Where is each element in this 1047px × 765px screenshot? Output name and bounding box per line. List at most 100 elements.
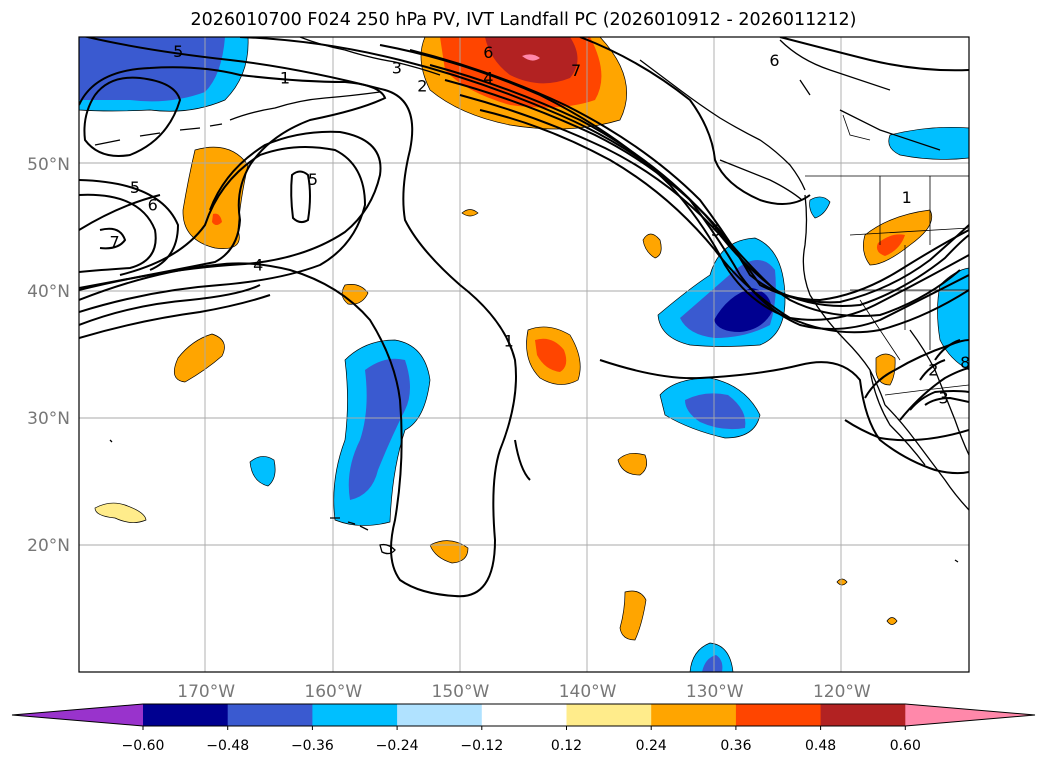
colorbar-extend-high	[905, 704, 1035, 726]
longitude-label: 160°W	[304, 682, 362, 702]
pv-shade-south-edge-core	[702, 655, 723, 672]
contour-se-1	[844, 419, 969, 442]
contour-east-2	[864, 339, 969, 399]
colorbar-swatch	[735, 704, 822, 726]
longitude-label: 170°W	[177, 682, 235, 702]
colorbar-tick-label: −0.48	[206, 738, 249, 754]
contour-jet-outer	[79, 37, 811, 231]
border-alaska-canada	[842, 114, 871, 141]
contour-line-1	[79, 37, 517, 598]
contour-line-9	[79, 76, 182, 271]
coast-gulf-california	[909, 329, 969, 456]
contour-label: 3	[392, 58, 402, 77]
pv-shade-dateline-south	[173, 333, 225, 383]
pv-shade-dot-1	[461, 209, 479, 217]
latitude-label: 20°N	[27, 536, 70, 556]
contour-label: 7	[110, 232, 120, 251]
colorbar-swatch	[566, 704, 652, 726]
colorbar-tick-label: −0.60	[122, 738, 165, 754]
contour-label: 2	[928, 361, 938, 380]
border-us-mexico	[884, 384, 969, 396]
contour-line-7	[79, 294, 271, 339]
pv-shade-south-hawaii	[429, 540, 469, 564]
colorbar-tick-label: −0.24	[376, 738, 419, 754]
ivt-pc-contours	[79, 37, 969, 598]
map-frame	[78, 36, 970, 673]
latitude-label: 40°N	[27, 282, 70, 302]
contour-east-4	[909, 390, 969, 411]
contour-east-5	[924, 396, 969, 406]
border-states	[849, 176, 969, 361]
contour-label: 6	[769, 51, 779, 70]
colorbar	[11, 703, 1036, 727]
contour-east-3	[899, 367, 969, 421]
graticule	[79, 37, 969, 672]
contour-label: 1	[902, 188, 912, 207]
colorbar-swatch	[397, 704, 483, 726]
pv-shade-california-core	[714, 288, 772, 332]
latitude-label: 30°N	[27, 409, 70, 429]
contour-line-2	[79, 66, 387, 289]
pv-shade-bering-core	[79, 37, 225, 102]
pv-shade-nw-coast	[809, 196, 831, 219]
pv-shade-tiny-2	[886, 617, 898, 625]
colorbar-labels: −0.60 −0.48 −0.36 −0.24 −0.12 0.12 0.24 0.36 0.4…	[122, 726, 921, 754]
colorbar-tick-label: 0.48	[805, 738, 836, 754]
coastlines	[94, 37, 969, 563]
contour-label: 3	[938, 389, 948, 408]
longitude-label: 140°W	[559, 682, 617, 702]
colorbar-tick-label: 0.24	[636, 738, 667, 754]
latitude-labels: 20°N 30°N 40°N 50°N	[27, 155, 70, 556]
contour-label: 2	[417, 76, 427, 95]
contour-label: 4	[253, 255, 263, 274]
contour-label: 5	[173, 42, 183, 61]
colorbar-tick-label: −0.12	[460, 738, 503, 754]
coast-canada-north	[779, 39, 941, 151]
contour-label: 1	[504, 332, 514, 351]
colorbar-tick-label: 0.12	[551, 738, 582, 754]
contour-line-5	[79, 146, 367, 313]
longitude-label: 150°W	[432, 682, 490, 702]
pv-shade-nevada-core	[876, 234, 905, 256]
pv-shade-central-core	[535, 338, 567, 372]
coast-vancouver	[719, 159, 803, 201]
colorbar-extend-low	[12, 704, 143, 726]
longitude-label: 130°W	[686, 682, 744, 702]
contour-line-8	[79, 193, 157, 273]
longitude-labels: 170°W 160°W 150°W 140°W 130°W 120°W	[177, 682, 871, 702]
pv-shade-montana	[888, 126, 969, 160]
colorbar-swatch	[481, 704, 567, 726]
coast-aleutians	[94, 123, 223, 146]
colorbar-swatch	[227, 704, 313, 726]
contour-label: 7	[571, 61, 581, 80]
colorbar-swatch	[651, 704, 737, 726]
pv-shade-south-pole	[619, 590, 647, 641]
political-borders	[805, 114, 969, 396]
pv-shade-dot-2	[642, 233, 662, 259]
pv-shade-west-pacific-core	[212, 213, 222, 225]
colorbar-tick-label: 0.36	[720, 738, 751, 754]
pv-shade-offshore-core	[685, 393, 746, 430]
contour-east-1	[514, 359, 969, 481]
contour-label: 8	[960, 353, 970, 372]
contour-label: 5	[130, 178, 140, 197]
contour-label: 1	[280, 69, 290, 88]
pv-shade-tiny-1	[836, 578, 848, 586]
coast-alaska-pan	[639, 59, 806, 191]
pv-shade-alaska-gulf-peak	[522, 54, 540, 61]
pv-shade-far-sw	[94, 502, 147, 523]
contour-jet-4	[429, 64, 969, 304]
pv-shade-south-central	[617, 453, 647, 476]
pv-shade-hawaii-trough-core	[348, 358, 410, 500]
colorbar-tick-label: 0.60	[890, 738, 921, 754]
contour-jet-7	[479, 109, 969, 334]
contour-jet-2	[379, 44, 969, 321]
pv-negative-shading	[79, 37, 969, 672]
contour-label: 6	[148, 196, 158, 215]
contour-label: 5	[308, 170, 318, 189]
contour-east-6	[919, 339, 961, 381]
contour-line-3	[79, 130, 382, 291]
contour-jet-5	[444, 79, 969, 307]
